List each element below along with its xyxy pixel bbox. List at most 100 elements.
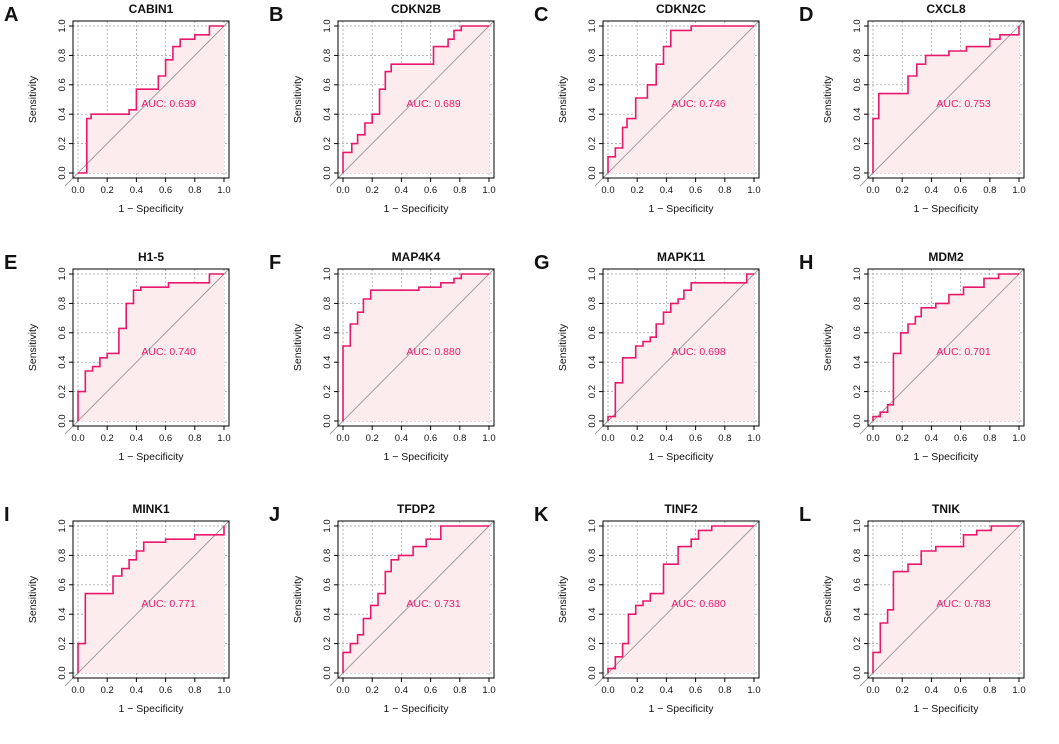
y-tick-label: 0.4 bbox=[57, 356, 68, 369]
roc-curve bbox=[77, 526, 225, 673]
y-tick-label: 0.0 bbox=[322, 166, 333, 179]
panel-title: CDKN2B bbox=[391, 2, 441, 16]
roc-panel-a: A CABIN1 0.0 0.2 0.4 0.6 0.8 1.0 0.0 0.2 0.4 0.6 0.8… bbox=[4, 2, 231, 215]
y-tick-label: 0.2 bbox=[322, 637, 333, 650]
x-axis-label: 1 − Specificity bbox=[118, 451, 184, 463]
auc-value-label: AUC: 0.771 bbox=[141, 598, 195, 610]
panel-letter: B bbox=[269, 4, 283, 26]
x-tick-label: 0.6 bbox=[954, 685, 967, 696]
auc-value-label: AUC: 0.880 bbox=[406, 346, 460, 358]
x-tick-label: 0.6 bbox=[159, 685, 172, 696]
y-tick-label: 0.2 bbox=[322, 385, 333, 398]
x-tick-label: 0.8 bbox=[188, 185, 201, 196]
panel-title: MINK1 bbox=[132, 502, 170, 516]
y-tick-label: 0.8 bbox=[587, 549, 598, 562]
x-tick-label: 1.0 bbox=[482, 185, 495, 196]
panel-letter: D bbox=[799, 4, 813, 26]
diagonal-reference-line bbox=[859, 20, 1025, 187]
y-axis-label: Sensitivity bbox=[557, 75, 569, 123]
y-tick-label: 0.0 bbox=[852, 414, 863, 427]
y-axis-label: Sensitivity bbox=[27, 75, 39, 123]
y-tick-label: 0.0 bbox=[587, 414, 598, 427]
roc-panel-k: K TINF2 0.0 0.2 0.4 0.6 0.8 1.0 0.0 0.2 0.4 0.6 0.8 1… bbox=[534, 502, 761, 715]
x-tick-label: 0.2 bbox=[366, 185, 379, 196]
y-tick-label: 0.2 bbox=[57, 137, 68, 150]
panel-title: MDM2 bbox=[928, 250, 964, 264]
y-axis-label: Sensitivity bbox=[292, 323, 304, 371]
diagonal-reference-line bbox=[329, 520, 495, 687]
auc-value-label: AUC: 0.701 bbox=[936, 346, 990, 358]
x-tick-label: 0.6 bbox=[424, 185, 437, 196]
x-tick-label: 0.4 bbox=[395, 685, 408, 696]
roc-curve bbox=[607, 525, 754, 673]
y-tick-label: 0.0 bbox=[587, 166, 598, 179]
plot-frame bbox=[867, 20, 1025, 179]
y-tick-label: 0.8 bbox=[587, 297, 598, 310]
x-tick-label: 0.8 bbox=[718, 685, 731, 696]
y-tick-label: 1.0 bbox=[852, 19, 863, 32]
y-axis-label: Sensitivity bbox=[822, 323, 834, 371]
panel-letter: H bbox=[799, 252, 813, 274]
x-tick-label: 0.2 bbox=[366, 433, 379, 444]
y-tick-label: 0.2 bbox=[587, 385, 598, 398]
x-tick-label: 0.0 bbox=[601, 685, 614, 696]
x-tick-label: 0.2 bbox=[896, 185, 909, 196]
x-tick-label: 0.4 bbox=[660, 685, 673, 696]
panel-title: CDKN2C bbox=[656, 2, 706, 16]
roc-panel-l: L TNIK 0.0 0.2 0.4 0.6 0.8 1.0 0.0 0.2 0.4 0.6 0.8 1.… bbox=[799, 502, 1026, 715]
y-tick-label: 0.8 bbox=[57, 297, 68, 310]
roc-curve bbox=[342, 525, 489, 673]
y-axis-label: Sensitivity bbox=[822, 575, 834, 623]
x-tick-label: 0.2 bbox=[896, 685, 909, 696]
auc-value-label: AUC: 0.731 bbox=[406, 598, 460, 610]
plot-frame bbox=[337, 520, 495, 679]
diagonal-reference-line bbox=[64, 20, 230, 187]
x-tick-label: 0.0 bbox=[71, 685, 84, 696]
y-tick-label: 1.0 bbox=[322, 519, 333, 532]
x-tick-label: 0.2 bbox=[896, 433, 909, 444]
plot-frame bbox=[602, 268, 760, 427]
y-tick-label: 0.4 bbox=[322, 608, 333, 621]
y-tick-label: 0.2 bbox=[587, 637, 598, 650]
y-tick-label: 0.4 bbox=[322, 108, 333, 121]
y-tick-label: 0.2 bbox=[322, 137, 333, 150]
y-tick-label: 0.4 bbox=[852, 608, 863, 621]
x-tick-label: 0.2 bbox=[101, 433, 114, 444]
y-tick-label: 0.6 bbox=[852, 326, 863, 339]
y-tick-label: 0.0 bbox=[852, 166, 863, 179]
x-tick-label: 0.6 bbox=[159, 433, 172, 444]
y-tick-label: 0.8 bbox=[852, 549, 863, 562]
y-tick-label: 0.0 bbox=[852, 666, 863, 679]
x-tick-label: 1.0 bbox=[1012, 185, 1025, 196]
x-axis-label: 1 − Specificity bbox=[383, 703, 449, 715]
roc-panel-c: C CDKN2C 0.0 0.2 0.4 0.6 0.8 1.0 0.0 0.2 0.4 0.6 0.8… bbox=[534, 2, 761, 215]
diagonal-reference-line bbox=[859, 520, 1025, 687]
y-tick-label: 0.8 bbox=[852, 297, 863, 310]
auc-value-label: AUC: 0.783 bbox=[936, 598, 990, 610]
y-tick-label: 0.2 bbox=[587, 137, 598, 150]
x-tick-label: 0.6 bbox=[424, 433, 437, 444]
roc-curve bbox=[607, 273, 754, 421]
y-tick-label: 0.4 bbox=[587, 108, 598, 121]
y-tick-label: 0.2 bbox=[852, 137, 863, 150]
roc-curve bbox=[78, 25, 224, 174]
y-tick-label: 0.6 bbox=[322, 326, 333, 339]
auc-value-label: AUC: 0.740 bbox=[141, 346, 195, 358]
x-tick-label: 0.6 bbox=[689, 185, 702, 196]
auc-value-label: AUC: 0.689 bbox=[406, 98, 460, 110]
x-tick-label: 0.8 bbox=[188, 685, 201, 696]
y-tick-label: 0.8 bbox=[587, 49, 598, 62]
y-tick-label: 0.8 bbox=[322, 297, 333, 310]
auc-value-label: AUC: 0.639 bbox=[141, 98, 195, 110]
x-tick-label: 0.2 bbox=[366, 685, 379, 696]
y-axis-label: Sensitivity bbox=[822, 75, 834, 123]
y-tick-label: 0.2 bbox=[852, 385, 863, 398]
auc-value-label: AUC: 0.746 bbox=[671, 98, 725, 110]
panel-title: H1-5 bbox=[138, 250, 164, 264]
x-tick-label: 0.2 bbox=[101, 685, 114, 696]
x-axis-label: 1 − Specificity bbox=[118, 203, 184, 215]
roc-panel-b: B CDKN2B 0.0 0.2 0.4 0.6 0.8 1.0 0.0 0.2 0.4 0.6 0.8… bbox=[269, 2, 496, 215]
x-tick-label: 0.4 bbox=[925, 433, 938, 444]
y-tick-label: 1.0 bbox=[587, 519, 598, 532]
